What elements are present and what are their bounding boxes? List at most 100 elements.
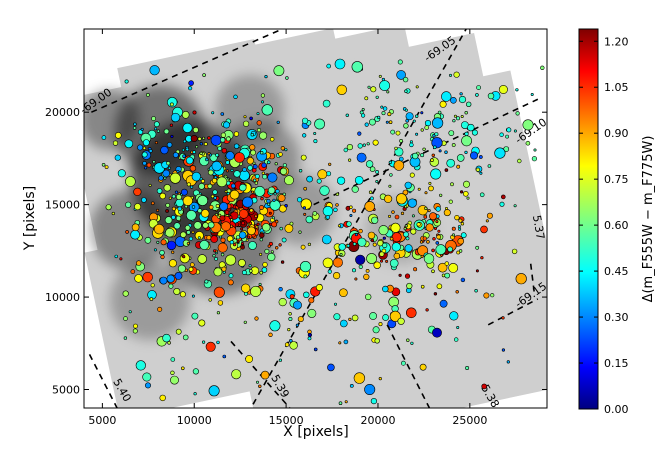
- data-point: [379, 259, 383, 263]
- data-point: [357, 237, 367, 247]
- colorbar-bar: [578, 28, 599, 410]
- data-points: [101, 58, 545, 406]
- grid-line: [529, 261, 535, 292]
- data-point: [511, 248, 518, 255]
- grid-line: [386, 324, 431, 408]
- data-point: [382, 236, 386, 240]
- data-point: [203, 142, 208, 146]
- data-point: [498, 85, 508, 95]
- data-point: [253, 178, 257, 183]
- data-point: [455, 116, 460, 121]
- data-point: [188, 236, 193, 241]
- data-point: [269, 199, 281, 211]
- data-point: [240, 227, 244, 231]
- data-point: [190, 135, 198, 143]
- data-point: [405, 307, 417, 319]
- data-point: [327, 269, 332, 274]
- data-point: [243, 115, 247, 119]
- data-point: [533, 148, 537, 152]
- data-point: [380, 105, 384, 109]
- data-point: [219, 215, 226, 222]
- data-point: [377, 240, 384, 247]
- data-point: [407, 198, 417, 208]
- data-point: [159, 250, 165, 256]
- data-point: [454, 337, 459, 342]
- data-point: [247, 165, 253, 171]
- data-point: [322, 257, 334, 268]
- data-point: [197, 236, 201, 240]
- data-point: [403, 227, 407, 231]
- data-point: [306, 175, 313, 183]
- data-point: [432, 117, 444, 129]
- data-point: [151, 116, 156, 121]
- data-point: [428, 185, 434, 192]
- data-point: [278, 287, 283, 292]
- data-point: [220, 237, 226, 243]
- data-point: [370, 398, 378, 405]
- data-point: [134, 274, 143, 283]
- data-point: [337, 176, 346, 185]
- data-point: [190, 185, 194, 189]
- data-point: [185, 147, 190, 152]
- data-point: [431, 248, 435, 253]
- data-point: [215, 213, 219, 217]
- data-point: [165, 209, 170, 213]
- data-point: [200, 179, 205, 184]
- data-point: [144, 166, 148, 170]
- data-point: [416, 222, 421, 227]
- data-point: [370, 86, 377, 93]
- data-point: [398, 156, 404, 162]
- data-point: [302, 117, 309, 124]
- data-point: [202, 136, 206, 140]
- data-point: [464, 131, 469, 136]
- coordinate-grid: [88, 29, 539, 408]
- data-point: [158, 175, 164, 181]
- data-point: [451, 143, 456, 147]
- data-point: [213, 286, 225, 298]
- data-point: [169, 123, 173, 127]
- data-point: [490, 293, 495, 298]
- data-point: [387, 112, 392, 117]
- data-point: [409, 142, 414, 148]
- data-point: [517, 158, 522, 164]
- data-point: [182, 255, 186, 259]
- data-point: [351, 314, 359, 322]
- data-point: [403, 123, 409, 129]
- data-point: [156, 129, 160, 133]
- data-point: [278, 243, 282, 247]
- data-point: [288, 312, 292, 316]
- data-point: [365, 268, 370, 273]
- data-point: [172, 152, 179, 158]
- data-point: [362, 143, 366, 147]
- data-point: [424, 125, 430, 130]
- data-point: [506, 360, 510, 364]
- colorbar: 0.00 0.15 0.30 0.45 0.60 0.75 0.90 1.05 1.20 Δ(m…: [578, 28, 656, 416]
- data-point: [351, 61, 363, 73]
- data-point: [423, 215, 428, 219]
- data-point: [361, 113, 366, 118]
- data-point: [141, 151, 148, 158]
- data-point: [213, 249, 217, 253]
- data-point: [238, 231, 247, 239]
- data-point: [162, 333, 171, 343]
- data-point: [125, 230, 129, 234]
- data-point: [261, 267, 268, 273]
- data-point: [262, 174, 268, 180]
- data-point: [168, 259, 177, 268]
- data-point: [212, 189, 218, 195]
- data-point: [402, 76, 409, 83]
- data-point: [225, 160, 230, 165]
- data-point: [260, 151, 264, 155]
- data-point: [202, 340, 206, 344]
- data-point: [335, 192, 340, 197]
- data-point: [462, 191, 469, 197]
- data-point: [358, 228, 363, 234]
- data-point: [303, 186, 308, 191]
- x-tick-label: 5000: [88, 414, 116, 427]
- data-point: [457, 225, 461, 229]
- data-point: [261, 104, 273, 116]
- data-point: [364, 122, 369, 127]
- data-point: [448, 130, 455, 136]
- data-point: [225, 254, 237, 266]
- data-point: [393, 160, 405, 171]
